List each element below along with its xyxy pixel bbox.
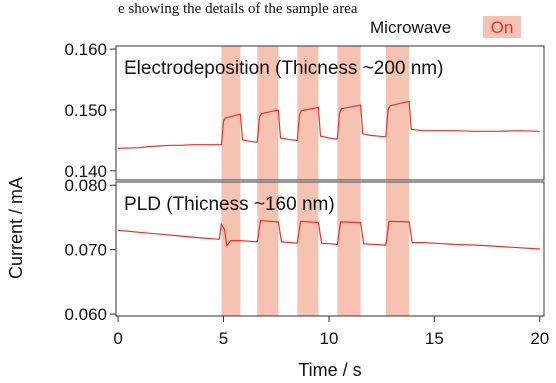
panels: 0.140 0.150 0.160 Electrodeposition (Thicne… bbox=[64, 40, 549, 348]
x-tick-label: 5 bbox=[219, 329, 228, 348]
panel-label: PLD (Thicness ~160 nm) bbox=[124, 194, 335, 215]
y-tick-label: 0.160 bbox=[64, 40, 107, 59]
microwave-on-band bbox=[385, 46, 410, 180]
microwave-on-band bbox=[297, 46, 319, 180]
x-axis: 0 5 10 15 20 bbox=[113, 316, 549, 348]
y-tick-label: 0.060 bbox=[64, 305, 107, 324]
x-tick-label: 15 bbox=[425, 329, 444, 348]
panel-1: 0.140 0.150 0.160 Electrodeposition (Thicne… bbox=[64, 40, 545, 181]
panel-label: Electrodeposition (Thicness ~200 nm) bbox=[124, 58, 443, 79]
x-tick-label: 0 bbox=[113, 329, 122, 348]
y-tick-label: 0.070 bbox=[64, 241, 107, 260]
y-tick-label: 0.080 bbox=[64, 176, 107, 195]
y-axis-title: Current / mA bbox=[6, 177, 26, 279]
microwave-on-band bbox=[385, 182, 410, 316]
x-axis-title: Time / s bbox=[298, 360, 361, 380]
plot-frame bbox=[115, 181, 545, 317]
panel-2: 0.060 0.070 0.080 PLD (Thicness ~160 nm) bbox=[64, 176, 545, 324]
y-tick-label: 0.140 bbox=[64, 162, 107, 181]
microwave-on-band bbox=[337, 182, 361, 316]
top-caption: e showing the details of the sample area bbox=[118, 1, 358, 17]
x-tick-label: 10 bbox=[319, 329, 338, 348]
legend: Microwave On bbox=[370, 16, 521, 38]
legend-on-label: On bbox=[491, 18, 514, 37]
current-line bbox=[118, 220, 540, 250]
legend-label: Microwave bbox=[370, 18, 451, 37]
microwave-on-band bbox=[221, 46, 241, 180]
x-tick-label: 20 bbox=[530, 329, 549, 348]
microwave-on-band bbox=[257, 46, 279, 180]
current-line bbox=[118, 100, 540, 149]
microwave-on-band bbox=[257, 182, 279, 316]
microwave-on-band bbox=[337, 46, 361, 180]
y-tick-label: 0.150 bbox=[64, 101, 107, 120]
plot-frame bbox=[115, 45, 545, 181]
microwave-on-band bbox=[221, 182, 241, 316]
microwave-on-band bbox=[297, 182, 319, 316]
legend-swatch bbox=[483, 16, 521, 38]
